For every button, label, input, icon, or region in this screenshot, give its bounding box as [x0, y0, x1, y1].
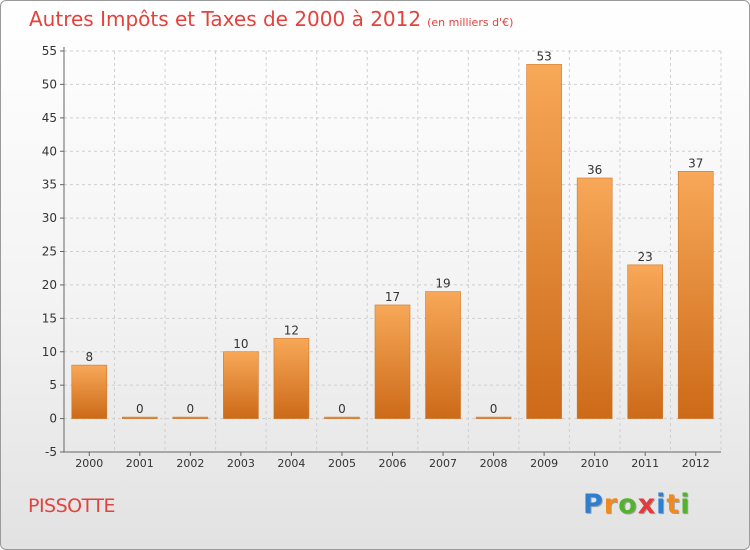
bar-2012 [677, 171, 714, 419]
chart-subtitle: (en milliers d'€) [427, 16, 514, 29]
y-tick-label: 30 [42, 211, 57, 225]
x-tick-label-2002: 2002 [176, 457, 204, 470]
bar-2003 [223, 351, 259, 419]
proxiti-logo: Proxiti [583, 489, 691, 520]
y-tick-label: -5 [45, 445, 57, 459]
y-tick-label: 0 [49, 412, 57, 426]
x-tick-label-2006: 2006 [379, 457, 407, 470]
chart-title: Autres Impôts et Taxes de 2000 à 2012 (en… [29, 7, 514, 31]
y-tick-label: 10 [42, 345, 57, 359]
bar-2005 [324, 416, 360, 419]
y-tick-label: 5 [49, 378, 57, 392]
bar-2006 [374, 304, 411, 419]
y-tick-label: 55 [42, 44, 57, 58]
bar-2008 [475, 416, 512, 419]
logo-letter: i [680, 489, 691, 520]
x-tick-label-2004: 2004 [277, 457, 305, 470]
x-tick-label-2010: 2010 [581, 457, 609, 470]
value-label-2005: 0 [338, 402, 346, 416]
x-tick-label-2011: 2011 [631, 457, 659, 470]
logo-letter: r [603, 489, 619, 520]
bar-2004 [273, 338, 310, 419]
bar-2011 [627, 264, 663, 419]
value-label-2001: 0 [136, 402, 144, 416]
x-tick-label-2000: 2000 [75, 457, 103, 470]
y-tick-label: 45 [42, 111, 57, 125]
bar-2001 [122, 416, 158, 419]
value-label-2006: 17 [385, 290, 400, 304]
value-label-2010: 36 [587, 163, 602, 177]
value-label-2002: 0 [187, 402, 195, 416]
y-tick-label: 50 [42, 77, 57, 91]
bar-2009 [526, 64, 562, 419]
bar-2007 [425, 291, 461, 419]
value-label-2004: 12 [284, 323, 299, 337]
x-tick-label-2008: 2008 [480, 457, 508, 470]
value-label-2012: 37 [688, 156, 703, 170]
value-label-2008: 0 [490, 402, 498, 416]
value-label-2011: 23 [638, 250, 653, 264]
x-tick-label-2005: 2005 [328, 457, 356, 470]
y-tick-label: 25 [42, 245, 57, 259]
x-tick-label-2009: 2009 [530, 457, 558, 470]
x-tick-label-2001: 2001 [126, 457, 154, 470]
logo-letter: t [666, 489, 681, 520]
y-tick-label: 20 [42, 278, 57, 292]
x-tick-label-2007: 2007 [429, 457, 457, 470]
logo-letter: i [656, 489, 667, 520]
data-labels: 8 0 0 10 12 0 17 19 0 53 36 23 37 [85, 49, 703, 416]
y-tick-label: 40 [42, 144, 57, 158]
value-label-2000: 8 [85, 350, 93, 364]
logo-letter: o [618, 489, 638, 520]
value-label-2007: 19 [435, 277, 450, 291]
y-tick-label: 35 [42, 178, 57, 192]
bars [71, 64, 714, 419]
value-label-2003: 10 [233, 337, 248, 351]
bar-2010 [576, 177, 613, 419]
value-label-2009: 53 [536, 49, 551, 63]
bar-2002 [172, 416, 209, 419]
bar-2000 [71, 364, 108, 419]
logo-letter: x [637, 489, 657, 520]
y-tick-label: 15 [42, 311, 57, 325]
city-name: PISSOTTE [28, 495, 116, 517]
x-tick-label-2012: 2012 [682, 457, 710, 470]
logo-letter: P [583, 489, 604, 520]
axes: -5 0 5 10 15 20 25 30 35 40 45 50 55 2000 2001 2002 2003… [42, 44, 721, 470]
x-tick-label-2003: 2003 [227, 457, 255, 470]
